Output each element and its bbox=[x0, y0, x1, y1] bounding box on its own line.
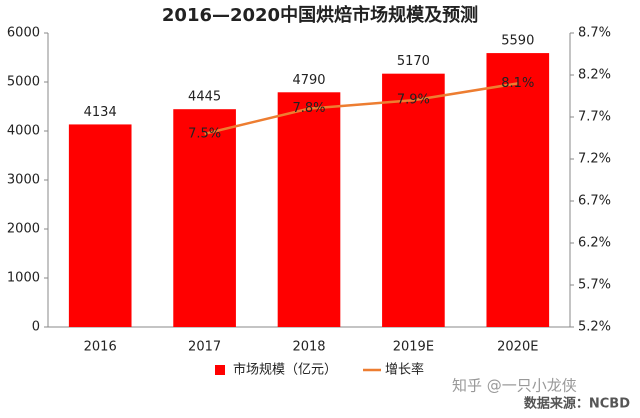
x-tick-label: 2018 bbox=[292, 340, 325, 355]
y2-tick-label: 8.7% bbox=[578, 26, 611, 41]
y2-tick-label: 5.7% bbox=[578, 278, 611, 293]
y2-tick-label: 8.2% bbox=[578, 68, 611, 83]
chart-title: 2016—2020中国烘焙市场规模及预测 bbox=[162, 4, 478, 26]
y2-tick-label: 6.2% bbox=[578, 236, 611, 251]
y2-tick-label: 5.2% bbox=[578, 320, 611, 335]
bar-value-label: 5590 bbox=[501, 34, 534, 49]
bar bbox=[486, 53, 550, 328]
line-value-label: 7.5% bbox=[188, 126, 221, 141]
bar bbox=[68, 124, 132, 328]
bar bbox=[382, 73, 445, 327]
legend-swatch bbox=[215, 365, 225, 375]
y2-tick-label: 7.2% bbox=[578, 152, 611, 167]
bar-value-label: 4445 bbox=[188, 90, 221, 105]
line bbox=[204, 82, 518, 136]
y2-tick-label: 7.7% bbox=[578, 110, 611, 125]
y-tick-label: 6000 bbox=[7, 26, 40, 41]
y2-tick-label: 6.7% bbox=[578, 194, 611, 209]
x-tick-label: 2019E bbox=[393, 340, 434, 355]
line-value-label: 7.8% bbox=[292, 101, 325, 116]
bar-value-label: 5170 bbox=[397, 54, 430, 69]
bar bbox=[277, 92, 341, 327]
y-tick-label: 1000 bbox=[7, 271, 40, 286]
line-value-label: 7.9% bbox=[397, 93, 430, 108]
y-tick-label: 4000 bbox=[7, 124, 40, 139]
bar-value-label: 4134 bbox=[84, 105, 117, 120]
y-tick-label: 2000 bbox=[7, 222, 40, 237]
x-tick-label: 2020E bbox=[497, 340, 538, 355]
legend-label: 市场规模（亿元） bbox=[233, 362, 337, 378]
bar bbox=[173, 109, 236, 327]
y-tick-label: 3000 bbox=[7, 173, 40, 188]
watermark: 知乎 @一只小龙侠 bbox=[452, 377, 577, 395]
x-tick-label: 2016 bbox=[84, 340, 117, 355]
source: 数据来源：NCBD bbox=[524, 396, 630, 412]
line-value-label: 8.1% bbox=[501, 76, 534, 91]
bar-value-label: 4790 bbox=[292, 73, 325, 88]
y-tick-label: 0 bbox=[32, 320, 40, 335]
legend-label: 增长率 bbox=[385, 362, 424, 378]
y-tick-label: 5000 bbox=[7, 75, 40, 90]
x-tick-label: 2017 bbox=[188, 340, 221, 355]
